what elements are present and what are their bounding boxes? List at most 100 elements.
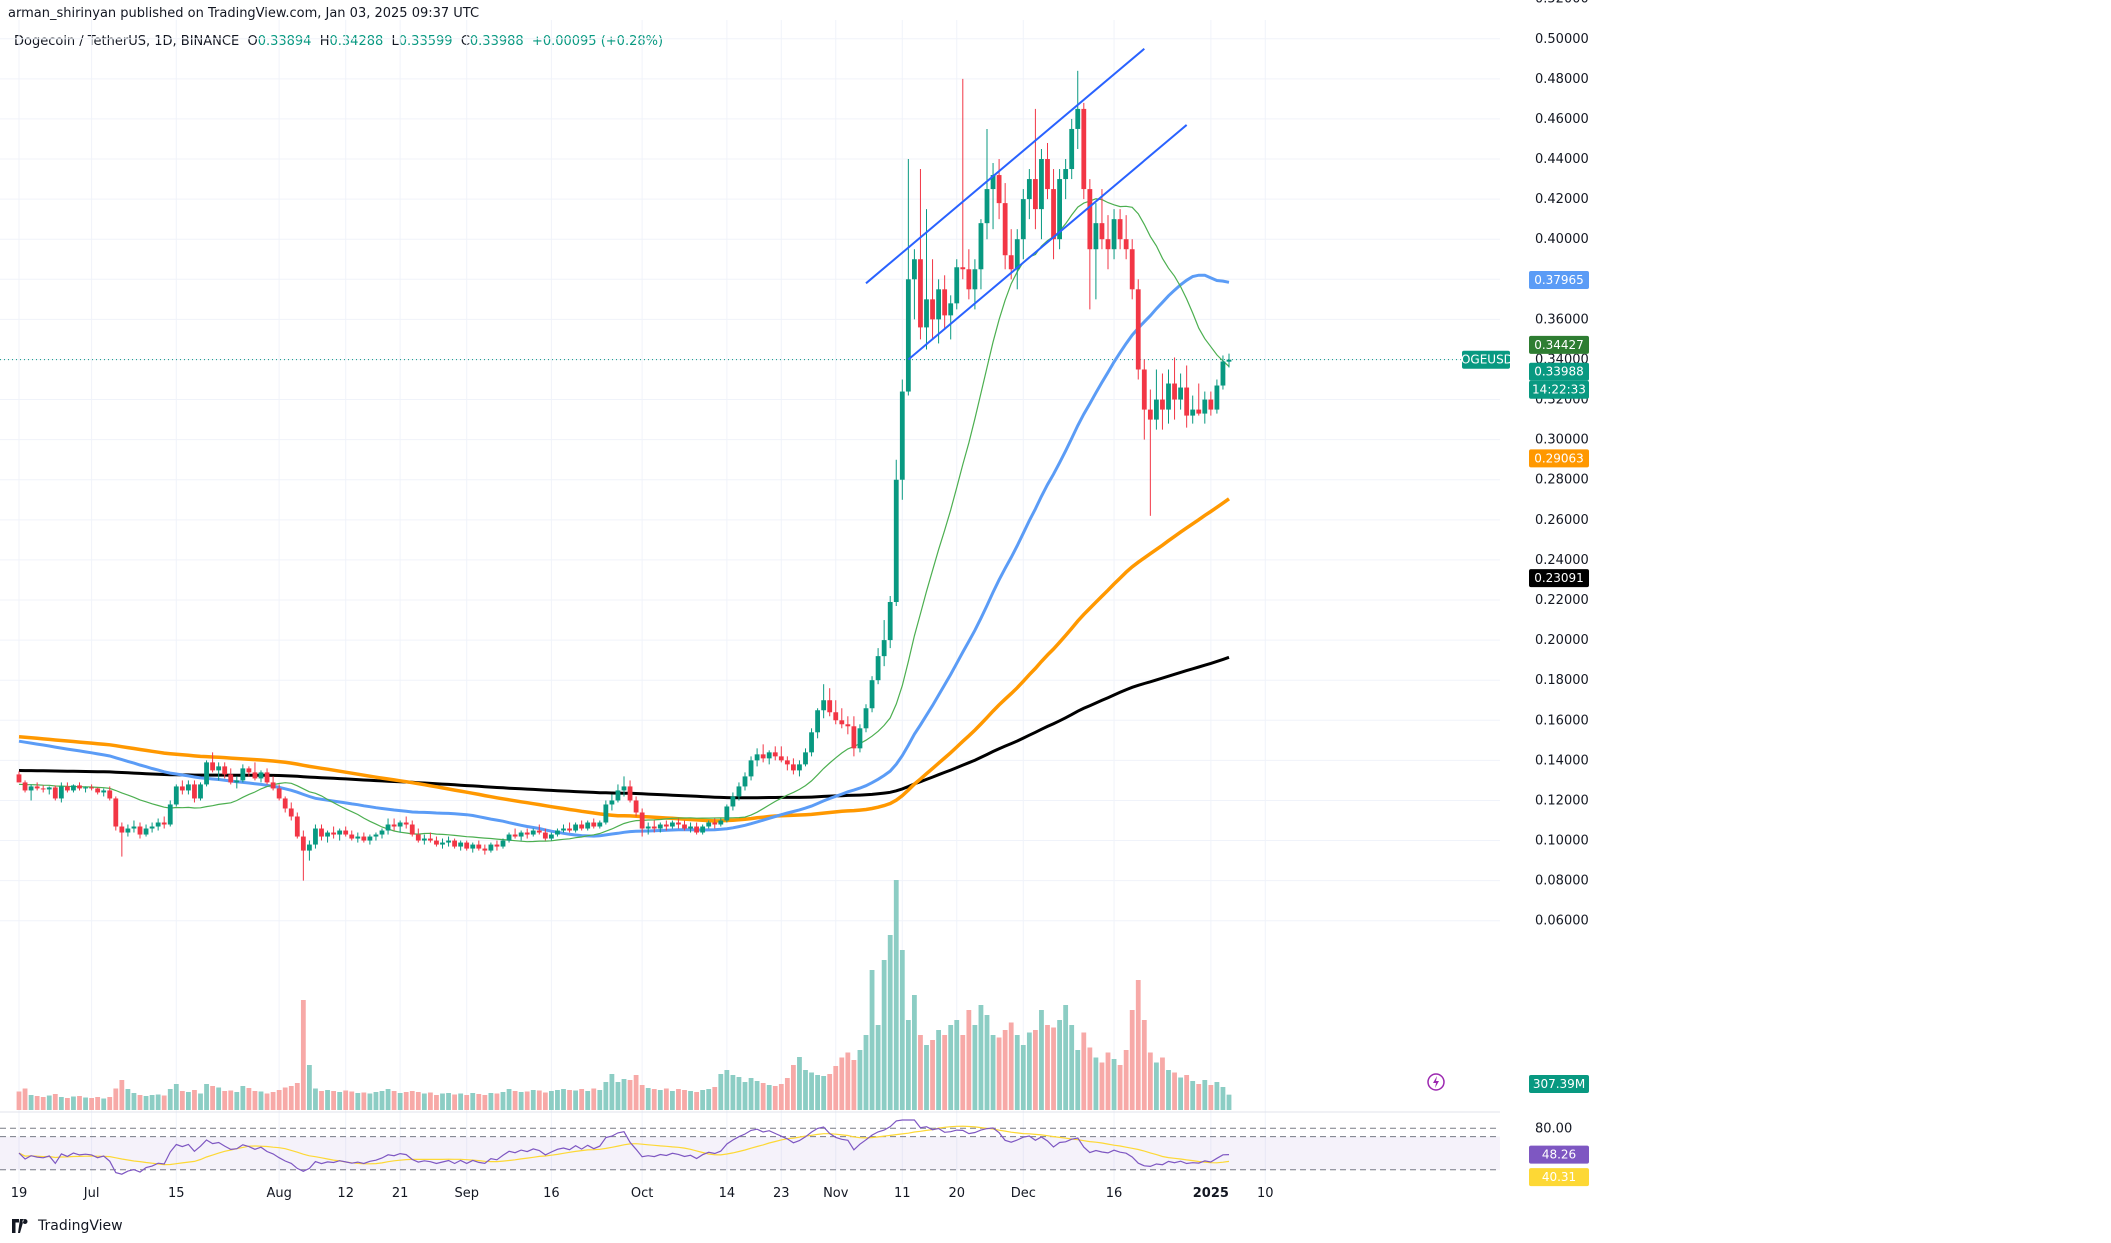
candle-body xyxy=(506,834,512,841)
volume-bar xyxy=(186,1092,191,1110)
candle-body xyxy=(573,824,578,831)
candle-body xyxy=(760,754,766,759)
volume-bar xyxy=(1051,1027,1056,1110)
volume-bar xyxy=(670,1091,675,1110)
candle-body xyxy=(95,788,101,793)
candle-body xyxy=(464,842,470,849)
candle-body xyxy=(530,830,536,835)
candle-body xyxy=(821,700,827,711)
time-tick-label: Dec xyxy=(1011,1186,1036,1201)
volume-bar xyxy=(167,1089,173,1110)
candle-body xyxy=(827,700,833,713)
volume-bar xyxy=(899,950,905,1110)
candle-body xyxy=(1014,239,1020,270)
volume-bar xyxy=(222,1091,228,1110)
candle-body xyxy=(609,800,615,805)
price-tick-label: 0.08000 xyxy=(1535,874,1589,889)
candle-body xyxy=(1160,399,1165,410)
legend-symbol[interactable]: Dogecoin / TetherUS, 1D, BINANCE xyxy=(14,34,240,49)
volume-bar xyxy=(1081,1032,1087,1110)
candle-body xyxy=(125,828,131,833)
candle-body xyxy=(22,782,28,791)
volume-bar xyxy=(597,1090,603,1110)
volume-bars xyxy=(16,880,1232,1110)
price-tick-label: 0.16000 xyxy=(1535,713,1589,728)
candle-body xyxy=(1141,369,1147,410)
candle-body xyxy=(869,680,875,709)
volume-bar xyxy=(1202,1080,1208,1110)
volume-bar xyxy=(573,1090,578,1110)
candle-body xyxy=(845,724,851,727)
ascending-channel[interactable] xyxy=(865,48,1188,361)
volume-bar xyxy=(1135,980,1141,1110)
candle-body xyxy=(1020,199,1026,240)
candle-body xyxy=(1214,385,1220,410)
candle-body xyxy=(518,832,524,837)
volume-bar xyxy=(1039,1010,1044,1110)
volume-bar xyxy=(978,1005,984,1110)
candle-body xyxy=(1129,249,1135,290)
candle-body xyxy=(494,844,500,847)
volume-bar xyxy=(1069,1025,1075,1110)
volume-bar xyxy=(791,1065,796,1110)
candle-body xyxy=(300,836,306,851)
volume-bar xyxy=(688,1091,693,1110)
candle-body xyxy=(421,838,427,841)
candle-body xyxy=(815,710,820,733)
time-axis[interactable]: 19 Jul 15 Aug 12 21 Sep 16 Oct 14 23 Nov 11 20 Dec 16 20… xyxy=(11,1186,1274,1201)
ma200-tag: 0.23091 xyxy=(1534,571,1584,585)
candle-body xyxy=(893,479,899,603)
volume-bar xyxy=(77,1096,82,1110)
volume-bar xyxy=(1033,1030,1038,1110)
candle-body xyxy=(40,788,46,790)
volume-bar xyxy=(645,1088,651,1110)
volume-bar xyxy=(1220,1087,1226,1110)
candle-body xyxy=(1069,128,1075,170)
candle-body xyxy=(524,832,530,835)
price-axis[interactable]: 0.52000 0.50000 0.48000 0.46000 0.44000 0.420… xyxy=(1535,0,1589,1136)
volume-bar xyxy=(319,1091,324,1110)
price-tick-label: 0.24000 xyxy=(1535,553,1589,568)
volume-bar xyxy=(240,1086,246,1110)
legend-low: 0.33599 xyxy=(398,34,453,49)
candle-body xyxy=(397,822,403,827)
volume-bar xyxy=(536,1090,542,1110)
volume-bar xyxy=(1099,1062,1105,1110)
volume-bar xyxy=(694,1092,699,1110)
volume-bar xyxy=(724,1070,730,1110)
volume-bar xyxy=(591,1088,597,1110)
candle-body xyxy=(948,303,954,316)
volume-bar xyxy=(446,1093,451,1110)
candle-body xyxy=(1008,255,1014,270)
volume-bar xyxy=(161,1095,167,1110)
ma100-line xyxy=(18,497,1231,823)
price-tick-label: 0.28000 xyxy=(1535,473,1589,488)
volume-bar xyxy=(325,1090,330,1110)
candle-body xyxy=(633,800,639,813)
time-tick-label: 21 xyxy=(392,1186,409,1201)
price-tick-label: 0.42000 xyxy=(1535,192,1589,207)
volume-bar xyxy=(89,1098,94,1110)
candle-body xyxy=(857,728,863,749)
volume-bar xyxy=(1026,1032,1032,1110)
volume-bar xyxy=(1117,1065,1123,1110)
candle-body xyxy=(603,804,609,823)
volume-bar xyxy=(155,1094,161,1110)
symbol-tag-bg xyxy=(1462,350,1510,369)
candle-body xyxy=(851,726,857,749)
footer-brand[interactable]: TradingView xyxy=(10,1218,123,1234)
candle-body xyxy=(718,820,724,825)
volume-bar xyxy=(972,1025,978,1110)
candle-body xyxy=(555,830,560,835)
price-tick-label: 0.40000 xyxy=(1535,232,1589,247)
volume-bar xyxy=(397,1093,403,1110)
candle-body xyxy=(585,822,591,829)
volume-bar xyxy=(34,1096,40,1110)
legend-close: 0.33988 xyxy=(469,34,524,49)
candle-body xyxy=(83,787,88,789)
candle-body xyxy=(409,824,415,835)
legend-change: +0.00095 (+0.28%) xyxy=(531,34,664,49)
candle-body xyxy=(137,826,143,835)
candle-body xyxy=(863,708,869,729)
